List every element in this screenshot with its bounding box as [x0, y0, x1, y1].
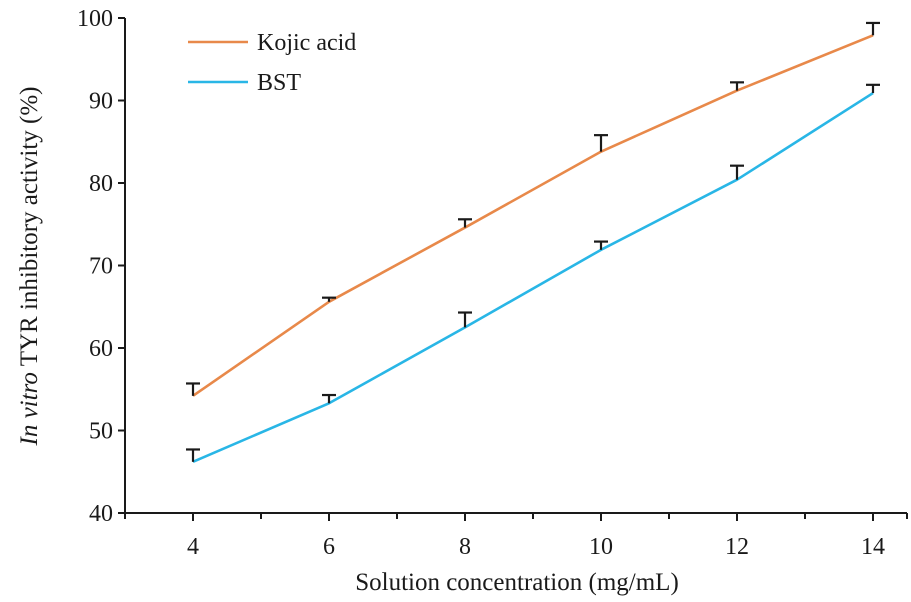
legend-label-1: Kojic acid — [257, 30, 356, 56]
y-tick-label: 100 — [77, 6, 113, 32]
legend: Kojic acid BST — [188, 30, 356, 96]
axes — [124, 18, 907, 514]
x-axis-title: Solution concentration (mg/mL) — [355, 569, 679, 596]
series-group — [186, 21, 880, 464]
x-tick-label: 6 — [323, 534, 335, 560]
x-tick-label: 4 — [187, 534, 199, 560]
x-tick-label: 10 — [589, 534, 613, 560]
series-line-1 — [192, 34, 874, 397]
y-axis-title: In vitro TYR inhibitory activity (%) — [16, 87, 43, 447]
y-axis-title-italic: In vitro — [16, 372, 43, 446]
y-tick-label: 80 — [89, 171, 113, 197]
legend-label-2: BST — [257, 70, 301, 96]
y-tick-label: 60 — [89, 336, 113, 362]
x-tick-label: 14 — [861, 534, 885, 560]
y-axis-title-rest: TYR inhibitory activity (%) — [16, 87, 43, 373]
y-tick-label: 40 — [89, 501, 113, 527]
x-tick-label: 8 — [459, 534, 471, 560]
y-tick-label: 90 — [89, 89, 113, 115]
y-tick-label: 50 — [89, 419, 113, 445]
y-tick-label: 70 — [89, 254, 113, 280]
series-line-2 — [192, 91, 874, 464]
x-tick-label: 12 — [725, 534, 749, 560]
ticks: 40 50 60 70 80 90 100 4 6 8 10 12 14 — [77, 6, 908, 560]
